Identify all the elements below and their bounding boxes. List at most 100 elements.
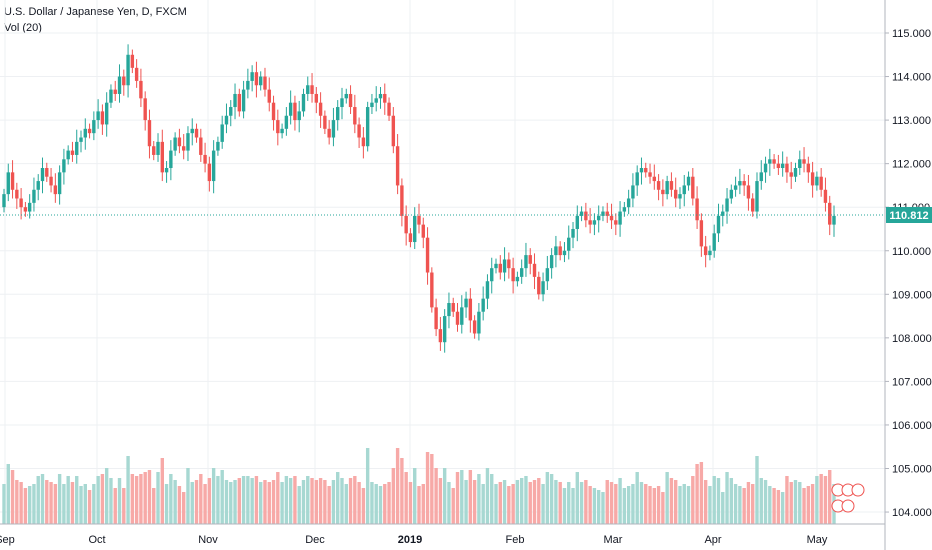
volume-bar [66,476,70,524]
candle-body [156,141,160,155]
candle-body [87,128,92,134]
candle-body [793,168,798,177]
candle-body [417,215,421,225]
volume-bar [92,484,96,524]
volume-bar [468,470,473,524]
price-tick-label: 113.000 [892,115,931,127]
candle-body [579,211,584,216]
candle-body [588,220,592,225]
candle-body [288,102,293,116]
candle-body [10,172,15,190]
volume-bar [216,476,220,524]
candle-body [134,67,139,81]
candle-body [532,263,537,277]
volume-bar [537,478,541,524]
candle-body [113,89,117,94]
volume-bar [156,472,160,524]
candle-body [220,124,224,142]
volume-bar [186,468,190,524]
price-tick-label: 110.000 [892,246,931,258]
volume-bar [241,476,246,524]
volume-bar [417,486,421,524]
candle-body [806,163,811,173]
event-markers[interactable] [831,483,865,513]
time-tick-label: Feb [506,534,525,546]
volume-bar [596,490,601,524]
candle-body [828,202,832,225]
candle-body [62,159,66,173]
volume-bar [579,482,584,524]
candle-body [203,154,207,164]
price-axis[interactable]: 115.000114.000113.000112.000111.000110.0… [885,28,932,519]
candle-body [763,163,768,173]
candle-body [498,263,502,273]
volume-bar [447,482,451,524]
candle-body [36,181,40,190]
candle-body [751,198,755,212]
candle-body [2,194,6,208]
volume-bar [220,470,224,524]
volume-bar [631,484,635,524]
candle-body [605,211,609,216]
candle-body [738,181,742,186]
volume-bar [549,474,554,524]
candle-body [725,198,729,212]
candle-body [494,263,498,269]
candle-body [216,141,220,151]
volume-bar [562,488,567,524]
candle-body [404,215,408,234]
candle-body [755,181,759,212]
candle-body [686,176,691,186]
candle-body [152,146,156,155]
volume-bar [297,486,301,524]
price-tick-label: 108.000 [892,333,932,345]
candle-body [524,255,528,269]
candle-body [703,246,708,256]
volume-bar [370,482,374,524]
candle-body [644,168,648,173]
volume-indicator-label[interactable]: Vol (20) [4,22,42,34]
candle-body [408,233,413,243]
candle-body [336,107,340,121]
event-marker-icon[interactable] [851,483,865,497]
candle-body [391,115,396,147]
volume-bar [57,474,62,524]
candle-body [468,298,473,321]
candle-body [301,93,306,112]
event-marker-icon[interactable] [841,499,855,513]
volume-bar [331,480,336,524]
candle-body [815,176,819,186]
volume-bar [729,478,734,524]
volume-bar [310,478,314,524]
volume-bar [400,458,404,524]
candle-body [819,176,823,190]
volume-bar [763,480,768,524]
candle-body [100,111,105,125]
volume-bar [70,482,75,524]
volume-bar [117,478,122,524]
volume-bar [288,478,293,524]
volume-bar [49,482,53,524]
candle-body [639,168,644,173]
volume-bar [284,476,289,524]
candle-body [224,115,229,125]
volume-bar [571,488,575,524]
candle-body [27,202,32,212]
candle-body [237,93,242,112]
volume-bar [87,490,92,524]
candle-body [233,93,237,108]
volume-bar [314,480,319,524]
time-axis[interactable]: Sep Oct Nov Dec 2019 Feb Mar Apr May [0,534,828,546]
candle-body [716,215,721,234]
volume-bar [164,484,169,524]
candle-body [652,176,657,182]
volume-bar [224,480,229,524]
volume-bar [708,486,712,524]
price-tick-label: 104.000 [892,507,932,519]
candle-body [259,76,263,86]
volume-bar [601,492,605,524]
candle-body [318,102,323,116]
volume-bar [823,476,828,524]
volume-bar [353,476,357,524]
